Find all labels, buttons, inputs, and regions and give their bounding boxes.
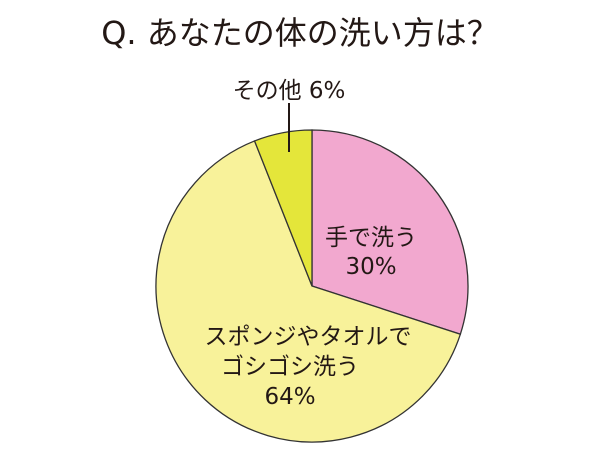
hand-wash-slice bbox=[311, 129, 469, 336]
sponge-towel-percentage: 64% bbox=[264, 384, 315, 410]
other-slice-label: その他 6% bbox=[233, 78, 346, 104]
other-slice bbox=[253, 129, 313, 287]
hand-wash-percentage: 30% bbox=[345, 254, 396, 280]
chart-title: Q. あなたの体の洗い方は？ bbox=[101, 14, 499, 52]
sponge-towel-label-line-1: スポンジやタオルで bbox=[205, 324, 412, 350]
sponge-towel-slice bbox=[155, 140, 462, 443]
sponge-towel-label-line-2: ゴシゴシ洗う bbox=[221, 354, 359, 380]
hand-wash-label: 手で洗う bbox=[325, 225, 417, 251]
pie-slices bbox=[155, 129, 469, 443]
